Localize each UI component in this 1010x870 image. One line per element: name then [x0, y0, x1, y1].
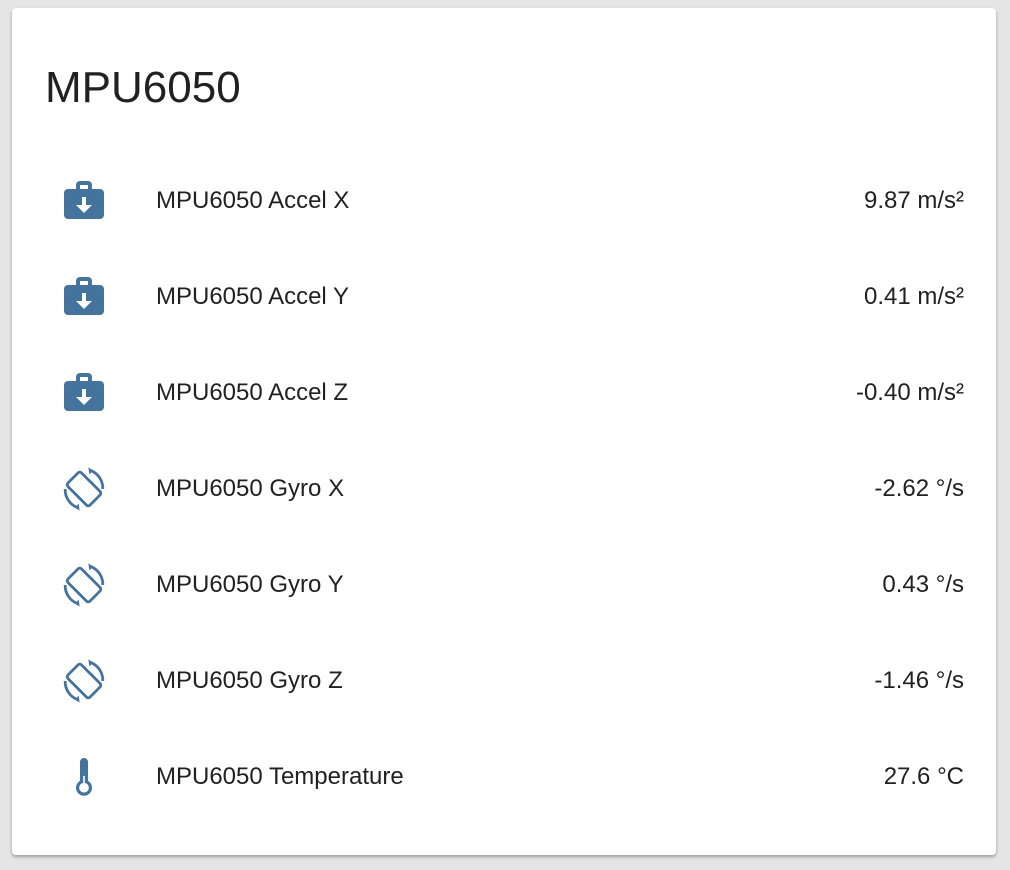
entities-card: MPU6050 MPU6050 Accel X 9.87 m/s² MPU6050 … — [12, 8, 996, 855]
entity-name[interactable]: MPU6050 Accel X — [156, 187, 350, 214]
screen-rotation-icon — [60, 561, 108, 609]
entity-name[interactable]: MPU6050 Gyro Z — [156, 667, 343, 694]
card-title: MPU6050 — [45, 63, 241, 112]
entity-row[interactable]: MPU6050 Accel Z -0.40 m/s² — [12, 363, 996, 423]
briefcase-download-icon — [60, 369, 108, 417]
entity-state: -2.62 °/s — [874, 475, 964, 502]
entity-name[interactable]: MPU6050 Accel Z — [156, 379, 349, 406]
entity-state: 0.43 °/s — [882, 571, 964, 598]
entity-name[interactable]: MPU6050 Accel Y — [156, 283, 349, 310]
entity-state: 27.6 °C — [883, 763, 964, 790]
entity-name[interactable]: MPU6050 Gyro X — [156, 475, 345, 502]
entity-row[interactable]: MPU6050 Gyro Z -1.46 °/s — [12, 651, 996, 711]
entity-name[interactable]: MPU6050 Temperature — [156, 763, 404, 790]
entity-row[interactable]: MPU6050 Accel Y 0.41 m/s² — [12, 267, 996, 327]
entity-state: -1.46 °/s — [874, 667, 964, 694]
entity-state: 0.41 m/s² — [863, 283, 964, 310]
entity-state: -0.40 m/s² — [855, 379, 964, 406]
briefcase-download-icon — [60, 273, 108, 321]
thermometer-icon — [60, 753, 108, 801]
entity-row[interactable]: MPU6050 Gyro X -2.62 °/s — [12, 459, 996, 519]
entity-row[interactable]: MPU6050 Temperature 27.6 °C — [12, 747, 996, 807]
screen-rotation-icon — [60, 657, 108, 705]
entity-name[interactable]: MPU6050 Gyro Y — [156, 571, 344, 598]
screen-rotation-icon — [60, 465, 108, 513]
entity-row[interactable]: MPU6050 Accel X 9.87 m/s² — [12, 171, 996, 231]
entity-state: 9.87 m/s² — [863, 187, 964, 214]
entity-row[interactable]: MPU6050 Gyro Y 0.43 °/s — [12, 555, 996, 615]
briefcase-download-icon — [60, 177, 108, 225]
